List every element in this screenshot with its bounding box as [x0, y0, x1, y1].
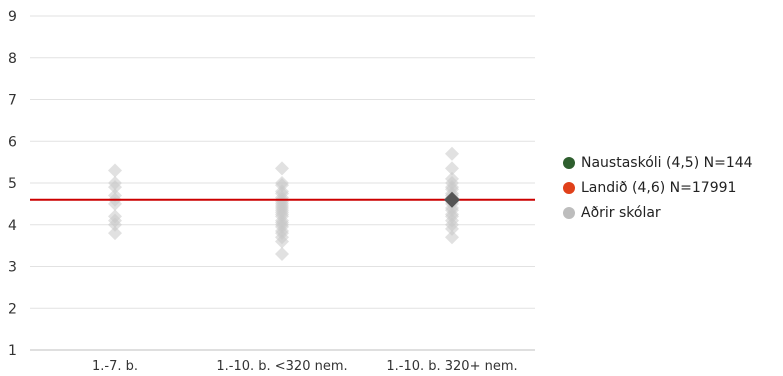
legend-label-country: Landið (4,6) N=17991	[581, 179, 737, 196]
legend-label-school: Naustaskóli (4,5) N=144	[581, 154, 753, 171]
other-school-point	[445, 230, 459, 245]
y-tick-label: 5	[8, 176, 17, 192]
x-tick-label: 1.-10. b. <320 nem.	[216, 359, 347, 374]
y-tick-label: 4	[8, 218, 17, 234]
other-school-point	[445, 161, 459, 176]
y-tick-label: 6	[8, 134, 17, 150]
other-school-point	[108, 217, 122, 232]
y-tick-label: 2	[8, 301, 17, 317]
other-school-point	[445, 221, 459, 236]
legend-item-others: Aðrir skólar	[563, 200, 753, 225]
school-point	[444, 191, 460, 208]
x-tick-label: 1.-10. b. 320+ nem.	[386, 359, 517, 374]
legend-marker-country	[563, 181, 575, 194]
other-school-point	[445, 146, 459, 161]
other-school-point	[108, 163, 122, 178]
other-school-point	[108, 226, 122, 241]
legend: Naustaskóli (4,5) N=144 Landið (4,6) N=1…	[563, 150, 753, 225]
y-tick-label: 8	[8, 51, 17, 67]
legend-item-school: Naustaskóli (4,5) N=144	[563, 150, 753, 175]
y-tick-label: 3	[8, 260, 17, 276]
legend-marker-school	[563, 156, 575, 169]
other-school-point	[275, 161, 289, 176]
other-school-point	[108, 180, 122, 195]
x-tick-label: 1.-7. b.	[92, 359, 138, 374]
y-tick-label: 9	[8, 9, 17, 25]
legend-marker-others	[563, 206, 575, 219]
legend-item-country: Landið (4,6) N=17991	[563, 175, 753, 200]
other-school-point	[275, 234, 289, 249]
other-school-point	[275, 246, 289, 261]
y-tick-label: 7	[8, 93, 17, 109]
y-tick-label: 1	[8, 343, 17, 359]
legend-label-others: Aðrir skólar	[581, 204, 661, 221]
